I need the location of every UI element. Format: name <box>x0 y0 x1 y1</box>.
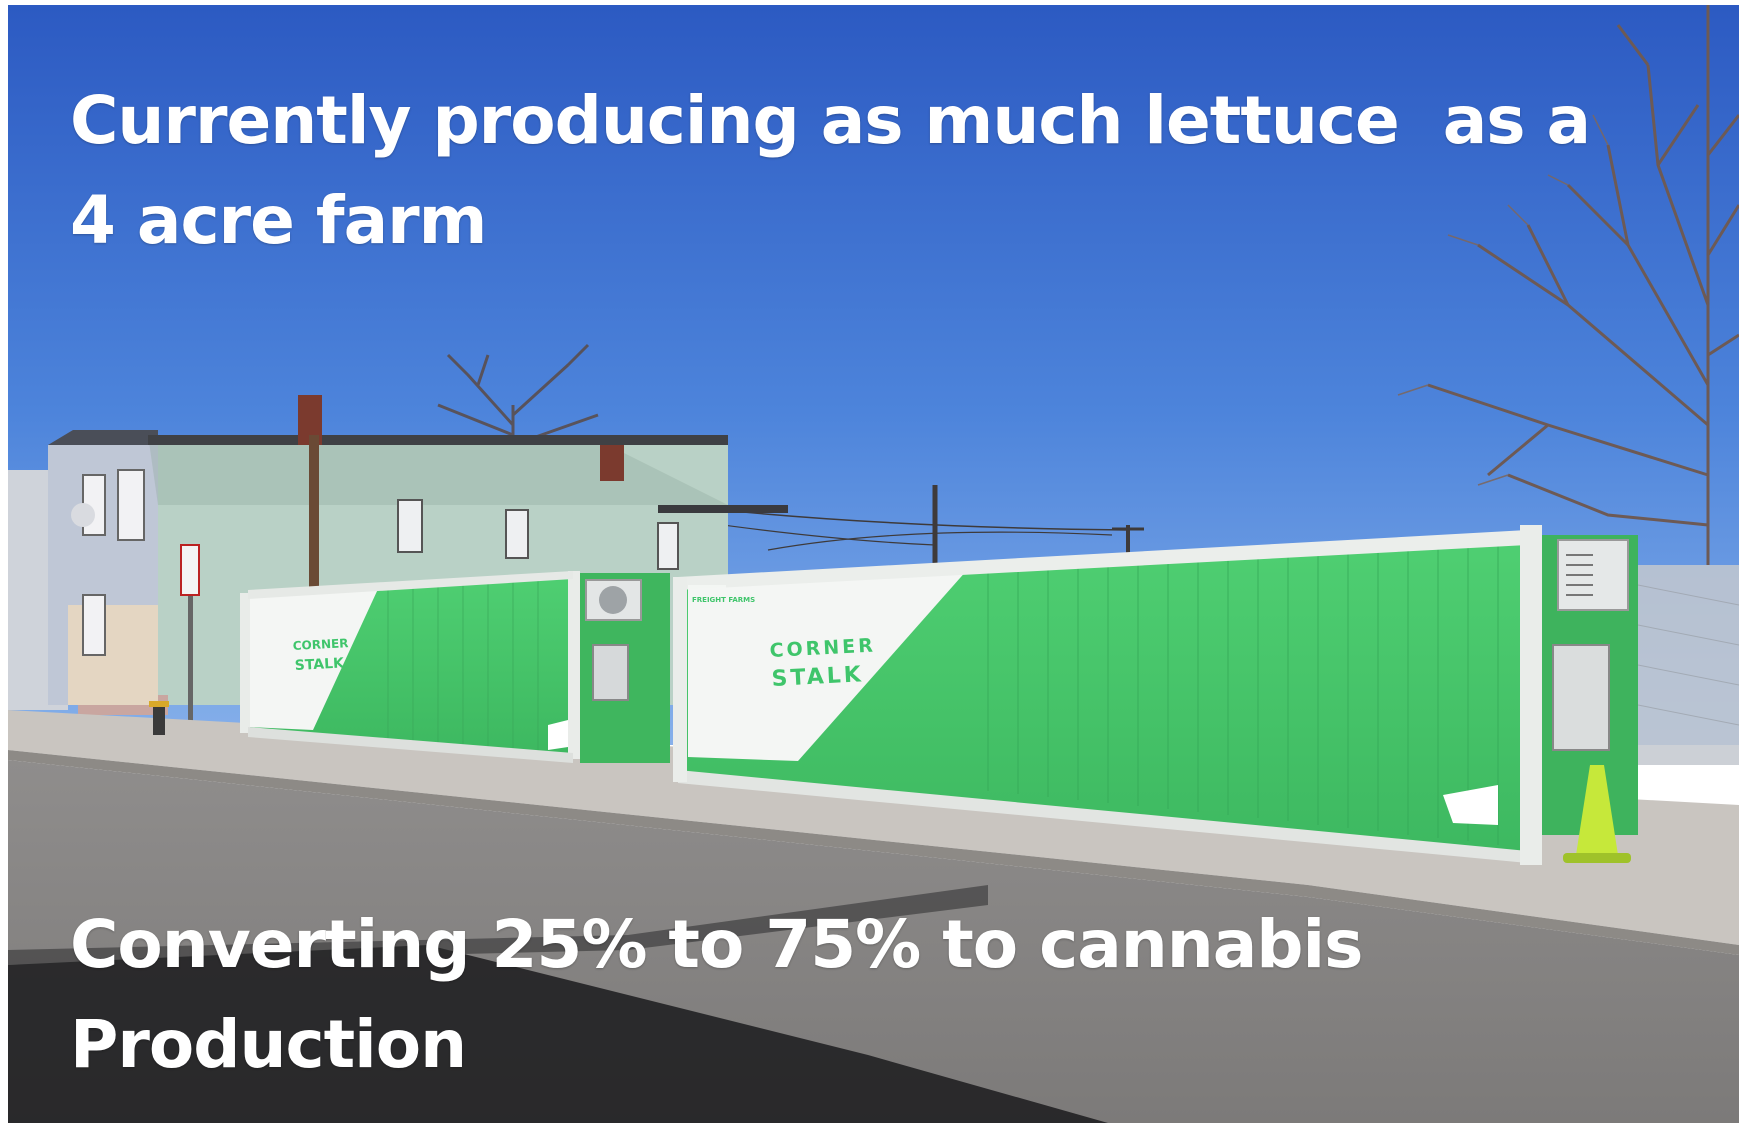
caption-top-line-1: Currently producing as much lettuce as a <box>70 82 1591 159</box>
photo-scene: CORNER STALK FREIGHT FARMS CORNER STA <box>8 5 1739 1123</box>
caption-top: Currently producing as much lettuce as a… <box>70 71 1591 271</box>
caption-bottom: Converting 25% to 75% to cannabis Produc… <box>70 895 1363 1095</box>
street-sign <box>180 544 200 745</box>
bare-tree <box>1427 5 1739 565</box>
caption-bottom-line-2: Production <box>70 1006 467 1083</box>
shadow <box>8 945 1108 1123</box>
caption-bottom-line-1: Converting 25% to 75% to cannabis <box>70 906 1363 983</box>
caption-top-line-2: 4 acre farm <box>70 182 487 259</box>
left-container-brand-line2: STALK <box>294 655 345 674</box>
container-right: FREIGHT FARMS CORNER STALK <box>673 525 1638 865</box>
fire-hydrant <box>149 701 169 735</box>
container-left: CORNER STALK <box>240 571 670 763</box>
street-photo: CORNER STALK FREIGHT FARMS CORNER STA <box>8 5 1739 1123</box>
right-container-brand-line2: STALK <box>771 662 864 692</box>
wooden-pole <box>309 435 319 725</box>
right-container-maker: FREIGHT FARMS <box>692 596 755 604</box>
sidewalk <box>8 710 1739 945</box>
left-container-brand-line1: CORNER <box>292 636 348 653</box>
traffic-cone <box>1563 765 1631 863</box>
fence <box>1638 565 1739 765</box>
